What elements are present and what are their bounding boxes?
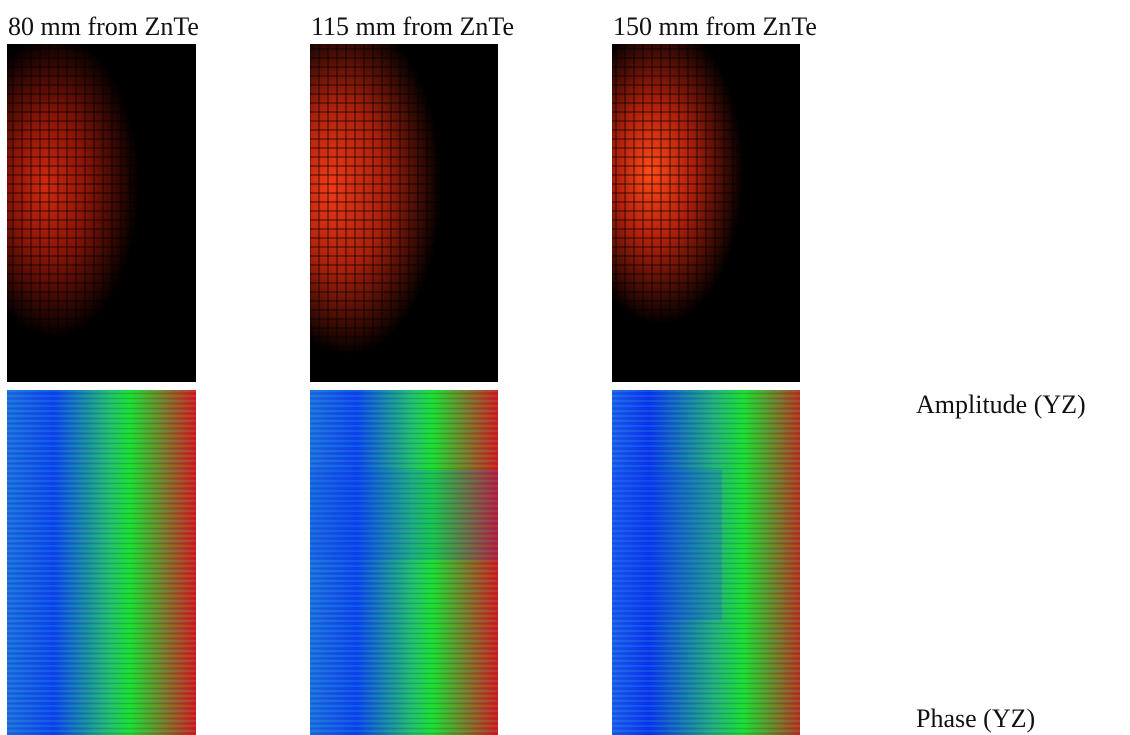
phase-image bbox=[310, 390, 498, 735]
row-label: Phase (YZ) bbox=[916, 704, 1035, 733]
row-label: Amplitude (YZ) bbox=[916, 390, 1086, 419]
phase-image bbox=[612, 390, 800, 735]
column-label: 80 mm from ZnTe bbox=[8, 12, 199, 41]
phase-band bbox=[612, 470, 722, 620]
phase-band bbox=[310, 470, 498, 560]
amplitude-image bbox=[310, 44, 498, 382]
column-label: 150 mm from ZnTe bbox=[613, 12, 817, 41]
amplitude-image bbox=[7, 44, 196, 382]
amplitude-image bbox=[612, 44, 800, 382]
amplitude-images bbox=[7, 44, 800, 382]
phase-image bbox=[7, 390, 196, 735]
column-label: 115 mm from ZnTe bbox=[311, 12, 514, 41]
phase-images bbox=[7, 390, 800, 735]
